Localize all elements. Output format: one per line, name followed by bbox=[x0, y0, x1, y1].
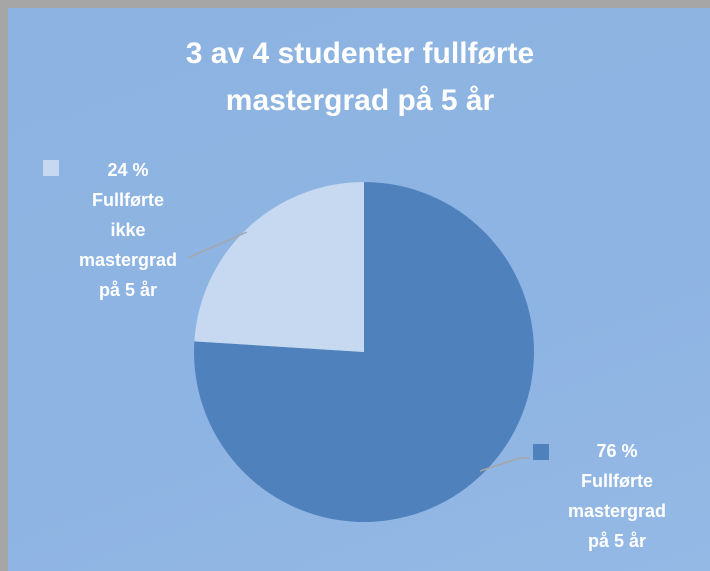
value-label: 76 % bbox=[596, 441, 638, 461]
pie-slice bbox=[194, 182, 364, 352]
category-label: Fullførte mastergrad på 5 år bbox=[567, 471, 667, 551]
leader-line bbox=[479, 457, 530, 472]
value-label: 24 % bbox=[107, 160, 149, 180]
data-label: 24 % Fullførte ikke mastergrad på 5 år bbox=[58, 155, 198, 305]
data-label: 76 % Fullførte mastergrad på 5 år bbox=[547, 436, 687, 556]
leader-line bbox=[187, 231, 248, 259]
chart-title: 3 av 4 studenter fullførte mastergrad på… bbox=[185, 37, 535, 117]
legend-swatch bbox=[533, 444, 549, 460]
category-label: Fullførte ikke mastergrad på 5 år bbox=[78, 190, 178, 300]
legend-swatch bbox=[43, 160, 59, 176]
